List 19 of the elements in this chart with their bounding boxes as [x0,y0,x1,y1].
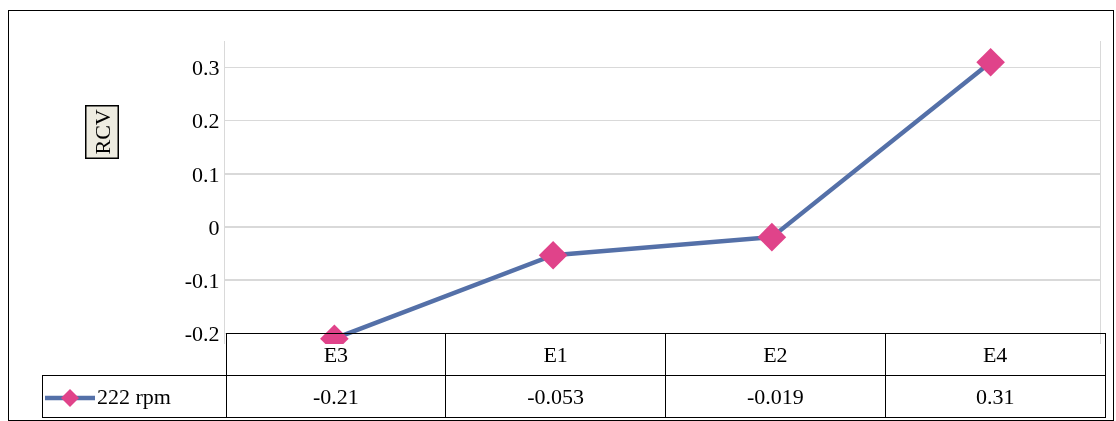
data-label: -0.053 [445,375,666,418]
y-tick-label: 0.3 [192,55,220,81]
y-tick-label: 0.1 [192,161,220,187]
y-tick-label: 0 [208,214,220,240]
point [976,47,1005,77]
point [538,240,568,270]
y-tick-label: -0.1 [184,267,220,293]
x-tick-label: E3 [226,333,446,376]
legend-label: 222 rpm [42,375,226,418]
point [757,222,787,252]
data-label: -0.21 [226,375,446,418]
data-label: 0.31 [885,375,1105,418]
y-axis-title: RCV [89,109,115,155]
data-label: -0.019 [665,375,886,418]
x-tick-label: E1 [445,333,666,376]
x-tick-label: E2 [665,333,886,376]
x-tick-label: E4 [885,333,1105,376]
y-tick-label: 0.2 [192,108,220,134]
y-tick-label: -0.2 [184,321,220,347]
